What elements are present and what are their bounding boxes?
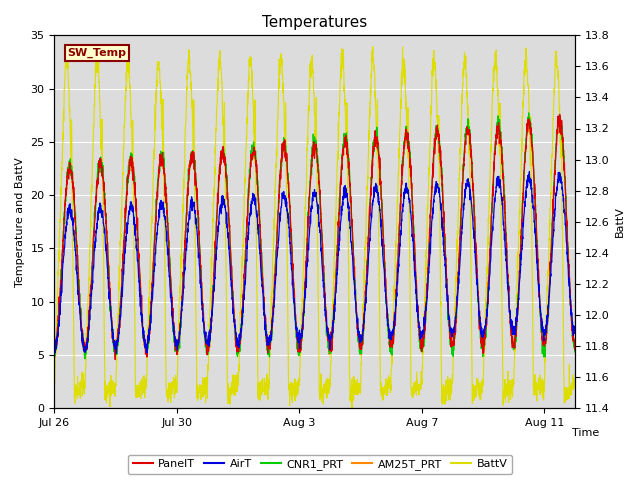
Title: Temperatures: Temperatures — [262, 15, 367, 30]
Y-axis label: BattV: BattV — [615, 206, 625, 237]
Legend: PanelT, AirT, CNR1_PRT, AM25T_PRT, BattV: PanelT, AirT, CNR1_PRT, AM25T_PRT, BattV — [128, 455, 512, 474]
Y-axis label: Temperature and BattV: Temperature and BattV — [15, 157, 25, 287]
X-axis label: Time: Time — [572, 429, 599, 439]
Text: SW_Temp: SW_Temp — [67, 48, 127, 58]
